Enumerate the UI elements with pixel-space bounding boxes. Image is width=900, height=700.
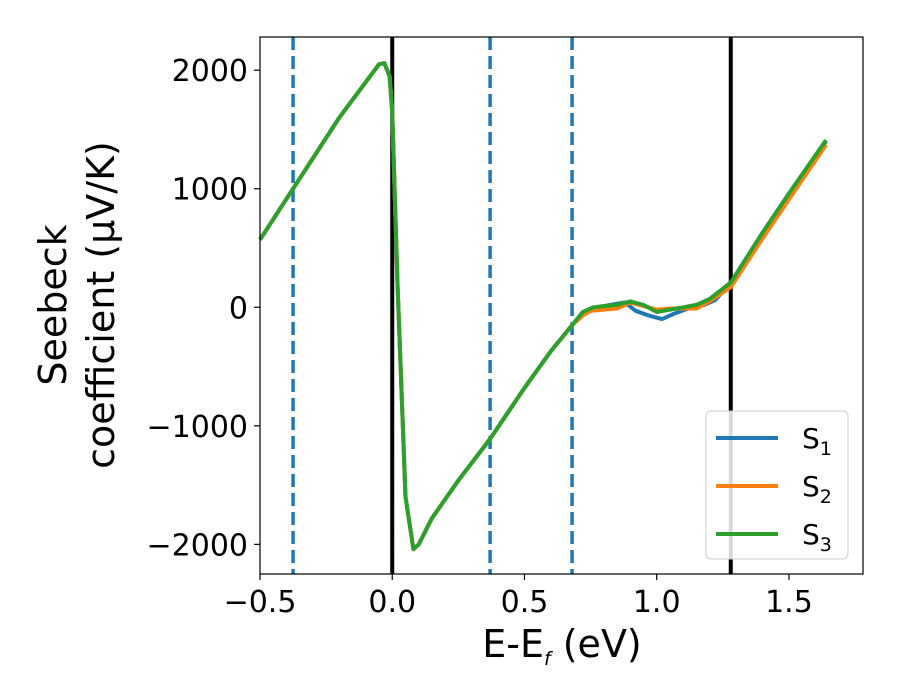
y-axis-ticks: −2000 −1000 0 1000 2000: [147, 54, 260, 563]
legend-label-2: S2: [802, 470, 832, 508]
y-tick-label: 0: [229, 291, 248, 326]
y-axis-label: Seebeck coefficient (μV/K): [31, 141, 123, 469]
x-axis-ticks: −0.5 0.0 0.5 1.0 1.5: [224, 574, 813, 620]
legend-label-3: S3: [802, 518, 832, 556]
x-tick-label: −0.5: [224, 585, 297, 620]
reference-lines: [291, 37, 733, 574]
x-tick-label: 0.5: [501, 585, 549, 620]
y-tick-label: −1000: [147, 410, 248, 445]
x-tick-label: 1.0: [633, 585, 681, 620]
x-axis-label-sub: f: [544, 648, 554, 670]
x-axis-label-main: E-E: [482, 622, 544, 666]
y-tick-label: 2000: [172, 54, 248, 89]
y-axis-label-line2: coefficient (μV/K): [79, 141, 123, 469]
plot-frame: [259, 36, 864, 575]
series-line-3: [258, 61, 828, 552]
y-tick-label: 1000: [172, 173, 248, 208]
x-axis-label-unit: (eV): [551, 622, 642, 666]
legend: S1 S2 S3: [705, 410, 849, 560]
y-tick-label: −2000: [147, 528, 248, 563]
series-lines: [258, 61, 828, 552]
legend-label-1: S1: [802, 422, 832, 460]
x-tick-label: 0.0: [368, 585, 416, 620]
x-tick-label: 1.5: [765, 585, 813, 620]
y-axis-label-line1: Seebeck: [31, 224, 75, 385]
x-axis-label: E-Ef (eV): [482, 622, 642, 670]
